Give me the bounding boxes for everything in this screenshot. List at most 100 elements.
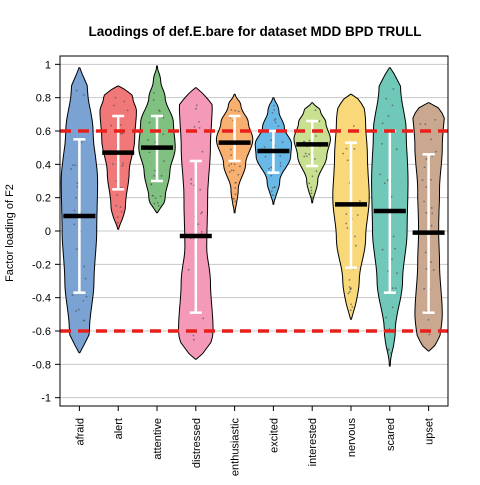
violin-enthusiastic [215,93,254,214]
data-point [342,152,345,155]
data-point [386,179,389,182]
data-point [423,166,426,169]
data-point [391,287,394,290]
data-point [425,268,428,270]
data-point [273,104,275,107]
points-excited [263,104,284,197]
data-point [356,214,359,216]
data-point [348,279,351,281]
data-point [158,110,161,113]
data-point [273,119,276,121]
data-point [75,310,77,312]
data-point [82,300,85,302]
data-point [83,319,86,322]
data-point [279,165,282,167]
data-point [234,182,237,184]
data-point [120,124,122,126]
data-point [201,150,204,153]
data-point [75,248,78,251]
data-point [272,194,274,197]
data-point [121,164,124,167]
data-point [314,109,317,112]
y-tick-label: -0.6 [32,326,51,338]
data-point [305,155,308,158]
data-point [423,200,425,203]
x-tick-label-distressed: distressed [191,418,203,468]
data-point [434,119,437,121]
data-point [154,197,157,200]
data-point [355,244,357,247]
data-point [73,223,76,226]
data-point [315,135,318,137]
x-tick-label-upset: upset [424,418,436,445]
data-point [273,108,275,111]
data-point [303,155,306,158]
data-point [230,163,233,165]
y-tick-label: -0.2 [32,259,51,271]
violin-upset [412,102,445,352]
data-point [71,294,74,296]
data-point [425,158,428,160]
violin-afraid [60,67,99,354]
data-point [119,206,122,209]
data-point [270,190,273,193]
data-point [195,107,198,110]
x-tick-label-interested: interested [307,418,319,466]
data-point [237,173,240,176]
data-point [273,186,276,189]
data-point [430,207,433,209]
data-point [156,201,159,204]
data-point [395,287,397,289]
data-point [229,148,232,151]
data-point [349,288,352,290]
data-point [115,204,117,207]
data-point [190,182,193,185]
data-point [381,143,383,145]
data-point [85,295,88,298]
data-point [152,99,155,101]
data-point [434,150,437,153]
data-point [193,338,195,341]
y-tick-label: 0 [45,226,51,238]
data-point [271,112,274,114]
data-point [354,235,356,238]
data-point [76,182,79,185]
data-point [419,123,422,125]
data-point [383,182,386,185]
data-point [390,352,392,354]
data-point [432,269,435,271]
data-point [396,272,398,275]
data-point [154,169,156,172]
data-point [75,89,78,92]
data-point [112,104,115,107]
data-point [153,202,156,205]
violin-scared [371,67,409,367]
data-point [148,151,151,154]
data-point [160,174,163,177]
data-point [187,268,190,271]
data-point [116,194,119,197]
violins [60,65,445,367]
data-point [77,308,80,311]
data-point [200,230,203,233]
data-point [228,171,231,173]
data-point [279,155,282,157]
data-point [232,197,235,200]
data-point [114,96,117,99]
data-point [116,221,119,224]
y-tick-label: -1 [41,393,51,405]
data-point [428,333,431,336]
data-point [264,155,267,158]
data-point [353,148,356,150]
data-point [230,169,233,172]
data-point [148,121,151,124]
data-point [387,115,390,117]
x-tick-label-afraid: afraid [74,418,86,446]
data-point [230,109,233,111]
data-point [237,110,240,113]
data-point [230,154,232,157]
data-point [270,139,273,142]
data-point [427,319,430,321]
data-point [202,317,205,320]
